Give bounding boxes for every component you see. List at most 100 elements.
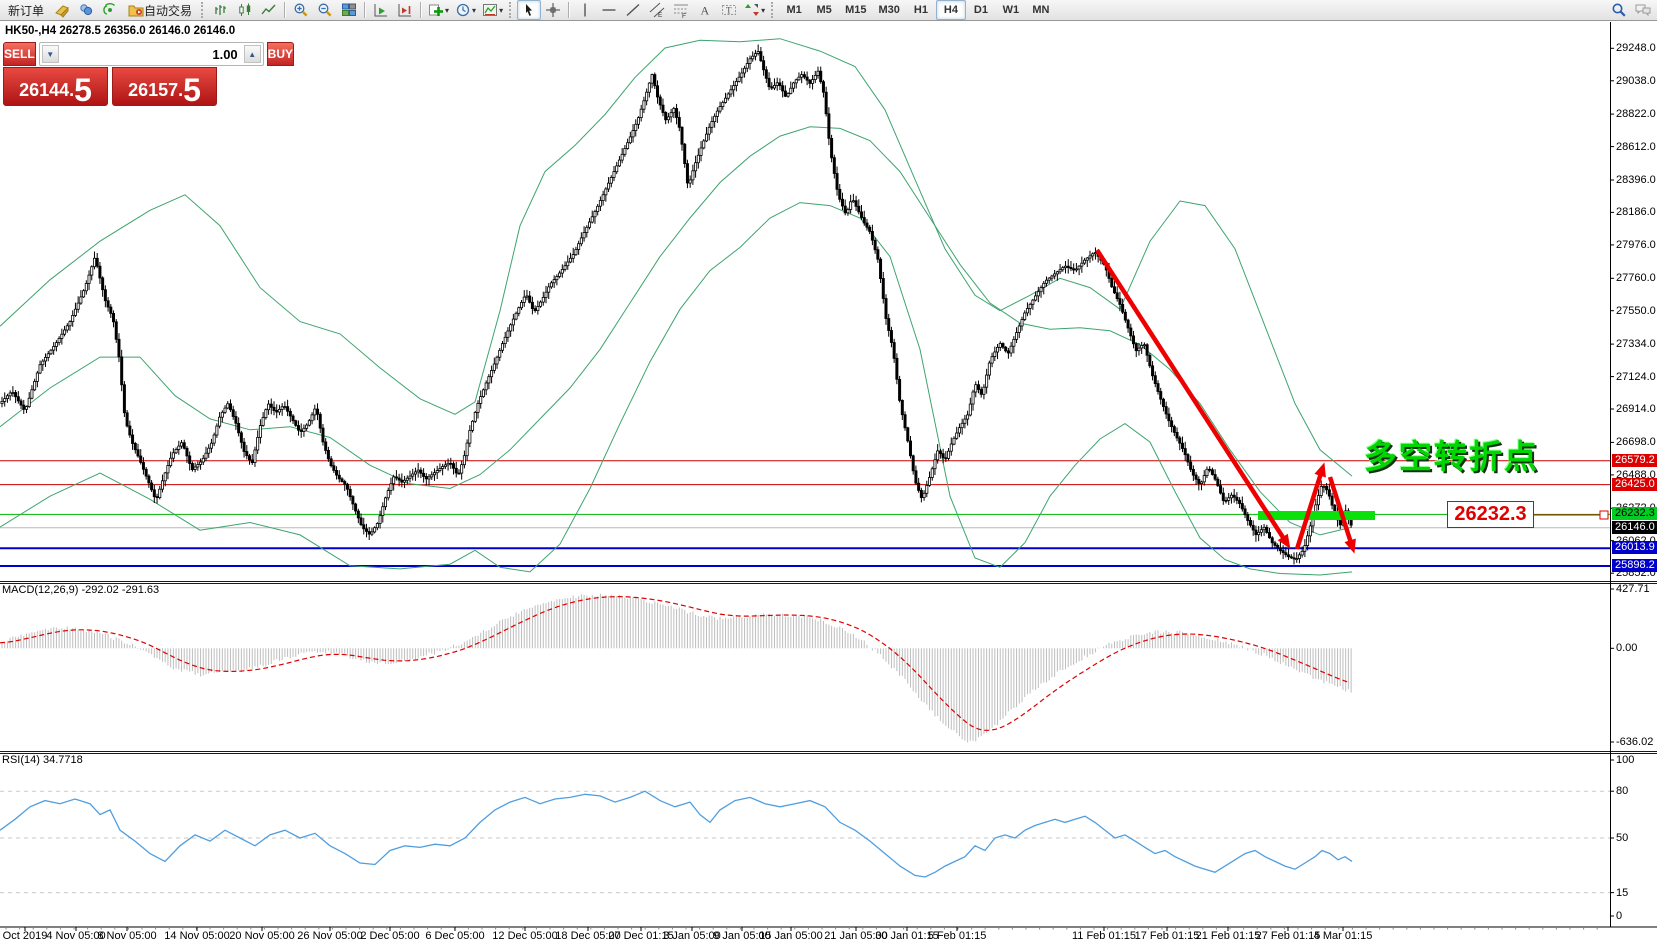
price-line-label: 26579.2 [1612, 453, 1657, 467]
volume-increase-button[interactable]: ▲ [243, 45, 261, 63]
red-trend-arrow[interactable] [1095, 248, 1288, 544]
timeframe-h1[interactable]: H1 [913, 4, 928, 16]
sell-price-frac: 5 [74, 71, 92, 108]
signals-icon[interactable] [98, 0, 122, 20]
rsi-axis-tick: 80 [1616, 785, 1629, 798]
line-chart-icon[interactable] [257, 0, 281, 20]
time-axis-label: 14 Nov 05:00 [164, 930, 230, 942]
time-axis-label: 17 Feb 01:15 [1134, 930, 1200, 942]
time-axis-label: 30 Jan 01:15 [875, 930, 939, 942]
macd-indicator-label: MACD(12,26,9) -292.02 -291.63 [2, 584, 160, 596]
time-axis-label: 4 Nov 05:00 [46, 930, 106, 942]
red-arrowhead [1277, 533, 1291, 549]
zoom-out-icon[interactable] [313, 0, 337, 20]
metaeditor-icon[interactable] [50, 0, 74, 20]
price-line-label: 26425.0 [1612, 477, 1657, 491]
crosshair-icon[interactable] [541, 0, 565, 20]
sell-price[interactable]: 26144. 5 [3, 67, 108, 106]
bollinger-middle [0, 126, 1353, 536]
search-icon[interactable] [1607, 0, 1631, 20]
buy-button[interactable]: BUY [266, 42, 295, 66]
rsi-axis-tick: 50 [1616, 832, 1629, 844]
time-axis-label: 3 Jan 05:00 [663, 930, 721, 942]
equidistant-channel-icon[interactable]: E [645, 0, 669, 20]
indicators-icon[interactable]: ▾ [425, 0, 452, 20]
svg-text:A: A [701, 4, 710, 18]
chevron-down-icon: ▾ [761, 5, 766, 15]
timeframe-d1[interactable]: D1 [973, 4, 988, 16]
timeframe-mn[interactable]: MN [1032, 4, 1050, 16]
green-highlight-bar[interactable] [1258, 511, 1375, 520]
timeframe-m1[interactable]: M1 [786, 4, 802, 16]
fibonacci-icon[interactable]: F [669, 0, 693, 20]
time-axis-label: 11 Feb 01:15 [1071, 930, 1136, 942]
tile-windows-icon[interactable] [337, 0, 361, 20]
chart-shift-icon[interactable] [393, 0, 417, 20]
text-icon[interactable]: A [693, 0, 717, 20]
buy-price[interactable]: 26157. 5 [112, 67, 217, 106]
horizontal-line-icon[interactable] [597, 0, 621, 20]
sell-button[interactable]: SELL [3, 42, 36, 66]
new-order-button[interactable]: 新订单 [8, 3, 45, 18]
autotrading-button[interactable]: 自动交易 [122, 0, 198, 20]
time-axis-label: 20 Nov 05:00 [229, 930, 295, 942]
zoom-in-icon[interactable] [289, 0, 313, 20]
templates-icon[interactable]: ▾ [479, 0, 506, 20]
chat-icon[interactable] [1631, 0, 1655, 20]
time-axis-label: 18 Dec 05:00 [555, 930, 621, 942]
price-axis-tick: 29248.0 [1616, 42, 1656, 55]
trendline-icon[interactable] [621, 0, 645, 20]
timeframe-w1[interactable]: W1 [1002, 4, 1020, 16]
time-axis-label: 21 Feb 01:15 [1195, 930, 1261, 942]
price-line-label: 26232.3 [1612, 507, 1657, 521]
volume-stepper: ▼ ▲ [38, 42, 264, 66]
bollinger-lower [0, 202, 1353, 576]
annotation-price-box[interactable]: 26232.3 [1447, 501, 1534, 528]
cursor-icon[interactable] [517, 0, 542, 20]
red-trend-arrow[interactable] [1327, 476, 1355, 547]
time-axis-label: 8 Nov 05:00 [97, 930, 157, 942]
time-axis-label: 4 Mar 01:15 [1313, 930, 1373, 942]
bar-chart-icon[interactable] [209, 0, 233, 20]
macd-axis-tick: 0.00 [1616, 642, 1638, 655]
rsi-axis-tick: 15 [1616, 886, 1629, 899]
periods-icon[interactable]: ▾ [452, 0, 479, 20]
volume-decrease-button[interactable]: ▼ [41, 45, 59, 63]
auto-scroll-icon[interactable] [369, 0, 393, 20]
main-toolbar: 新订单 自动交易 ▾ [0, 0, 1657, 21]
red-trend-arrow[interactable] [1294, 469, 1325, 550]
time-axis-label: 2 Dec 05:00 [360, 930, 420, 942]
svg-text:E: E [658, 12, 663, 18]
chevron-down-icon: ▾ [472, 5, 477, 15]
time-axis-label: 27 Dec 01:15 [608, 930, 674, 942]
time-axis-label: 27 Feb 01:15 [1255, 930, 1321, 942]
volume-input[interactable] [60, 43, 242, 65]
timeframe-m15[interactable]: M15 [845, 4, 867, 16]
profiles-icon[interactable] [74, 0, 98, 20]
timeframe-m30[interactable]: M30 [878, 4, 900, 16]
buy-price-int: 26157. [128, 80, 184, 100]
price-line-label: 26146.0 [1612, 520, 1657, 534]
rsi-indicator-label: RSI(14) 34.7718 [2, 754, 83, 766]
price-axis-tick: 28186.0 [1616, 206, 1656, 219]
arrows-icon[interactable]: ▾ [741, 0, 768, 20]
time-axis-label: 6 Dec 05:00 [425, 930, 485, 942]
price-axis-tick: 26698.0 [1616, 436, 1656, 449]
price-axis-tick: 27334.0 [1616, 338, 1656, 351]
time-axis-label: 15 Jan 05:00 [759, 930, 823, 942]
price-axis-tick: 28396.0 [1616, 173, 1656, 186]
candlestick-chart-icon[interactable] [233, 0, 257, 20]
timeframe-bar: M1 M5 M15 M30 H1 H4 D1 W1 MN [779, 0, 1056, 20]
time-axis-label: 12 Dec 05:00 [492, 930, 558, 942]
autotrading-label: 自动交易 [144, 3, 193, 18]
price-axis-tick: 27760.0 [1616, 272, 1656, 285]
annotation-turning-point[interactable]: 多空转折点 [1364, 438, 1539, 475]
timeframe-m5[interactable]: M5 [816, 4, 832, 16]
one-click-trading-panel: SELL ▼ ▲ BUY 26144.5 26157.5 [3, 42, 295, 106]
text-label-icon[interactable]: T [717, 0, 741, 20]
price-axis-tick: 28612.0 [1616, 140, 1656, 153]
timeframe-h4[interactable]: H4 [935, 0, 966, 20]
vertical-line-icon[interactable] [573, 0, 597, 20]
